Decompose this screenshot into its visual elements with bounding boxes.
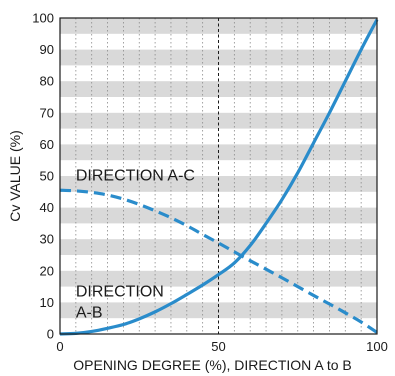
x-tick-labels: 0 50 100 xyxy=(56,339,387,354)
y-tick-label: 50 xyxy=(40,169,54,184)
y-tick-label: 10 xyxy=(40,295,54,310)
x-tick-label: 50 xyxy=(211,339,225,354)
y-tick-label: 80 xyxy=(40,74,54,89)
y-tick-label: 70 xyxy=(40,105,54,120)
series-line-direction-a-c xyxy=(59,188,378,334)
x-tick-label: 0 xyxy=(56,339,63,354)
annotation-direction-a-c: DIRECTION A-C xyxy=(76,168,195,185)
series-layer xyxy=(59,18,379,336)
x-tick-label: 100 xyxy=(366,339,388,354)
grid-band xyxy=(60,81,377,97)
y-tick-label: 100 xyxy=(32,11,54,26)
vertical-grid xyxy=(75,18,362,334)
annotation-direction-a-b-line2: A-B xyxy=(76,304,103,321)
x-axis-label: OPENING DEGREE (%), DIRECTION A to B xyxy=(73,357,352,373)
y-tick-label: 60 xyxy=(40,137,54,152)
y-tick-label: 0 xyxy=(47,327,54,342)
annotation-direction-a-b-line1: DIRECTION xyxy=(76,284,164,301)
y-tick-label: 90 xyxy=(40,42,54,57)
grid-band xyxy=(60,112,377,129)
plot-frame xyxy=(59,17,378,335)
y-axis-label: Cv VALUE (%) xyxy=(7,130,23,222)
y-tick-label: 40 xyxy=(40,200,54,215)
y-tick-label: 30 xyxy=(40,232,54,247)
series-line-direction-a-b xyxy=(59,18,379,336)
y-tick-label: 20 xyxy=(40,263,54,278)
y-tick-labels: 0 10 20 30 40 50 60 70 80 90 100 xyxy=(32,11,54,342)
